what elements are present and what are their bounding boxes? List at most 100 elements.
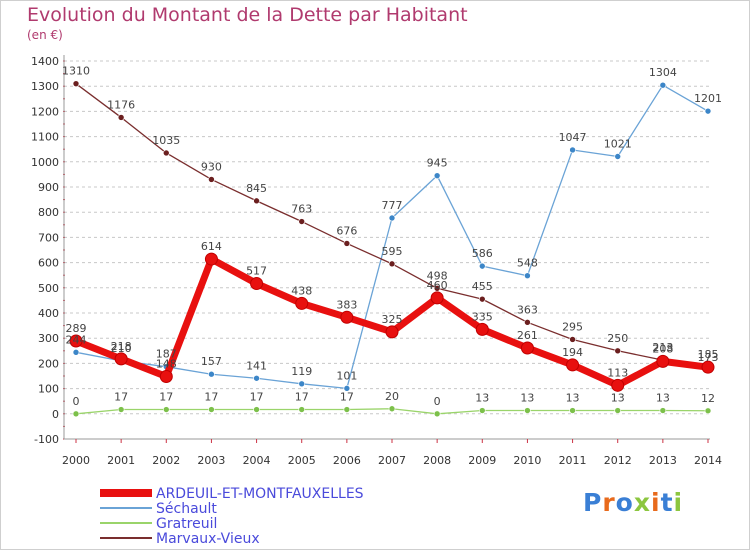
series-point: [72, 349, 80, 356]
series-point: [569, 407, 576, 414]
data-label: 101: [336, 369, 357, 382]
data-label: 363: [517, 303, 538, 316]
x-tick-label: 2000: [62, 454, 90, 467]
series-point: [704, 407, 712, 415]
data-label: 1310: [62, 65, 90, 78]
data-label: 763: [291, 203, 312, 216]
y-tick-label: 200: [38, 357, 59, 370]
brand-letter: i: [673, 488, 684, 517]
data-label: 13: [475, 392, 489, 405]
series-point: [659, 407, 667, 414]
series-point: [298, 406, 306, 413]
x-tick-label: 2014: [694, 454, 722, 467]
series-point: [520, 341, 534, 355]
data-label: 1035: [152, 134, 180, 147]
data-label: 0: [434, 395, 441, 408]
data-label: 13: [520, 392, 534, 405]
series-point: [117, 406, 125, 413]
brand-letter: r: [602, 488, 616, 517]
data-label: 261: [517, 329, 538, 342]
data-label: 17: [295, 391, 309, 404]
data-label: 777: [382, 199, 403, 212]
series-point: [656, 354, 670, 368]
y-tick-label: 1100: [31, 131, 59, 144]
data-label: 945: [427, 157, 448, 170]
x-tick-label: 2004: [243, 454, 271, 467]
data-label: 157: [201, 355, 222, 368]
data-label: 438: [291, 284, 312, 297]
data-label: 455: [472, 280, 493, 293]
series-point: [298, 380, 306, 388]
data-label: 218: [111, 340, 132, 353]
series-point: [614, 407, 622, 414]
legend-label: Marvaux-Vieux: [156, 531, 260, 547]
data-label: 244: [66, 333, 87, 346]
series-point: [343, 240, 351, 247]
series-point: [524, 407, 531, 414]
x-tick-label: 2002: [152, 454, 180, 467]
legend: ARDEUIL-ET-MONTFAUXELLESSéchaultGratreui…: [100, 486, 364, 547]
series-point: [569, 336, 576, 343]
y-tick-label: 800: [38, 206, 59, 219]
data-label: 148: [156, 358, 177, 371]
legend-label: ARDEUIL-ET-MONTFAUXELLES: [156, 486, 364, 502]
series-point: [204, 252, 218, 266]
data-label: 595: [382, 245, 403, 258]
series-point: [343, 385, 351, 392]
x-tick-label: 2007: [378, 454, 406, 467]
series-point: [250, 277, 264, 291]
y-tick-label: 100: [38, 383, 59, 396]
data-label: 676: [336, 224, 357, 237]
data-label: 17: [159, 391, 173, 404]
data-label: 187: [156, 348, 177, 361]
y-tick-label: 700: [38, 231, 59, 244]
y-tick-label: 600: [38, 257, 59, 270]
x-tick-label: 2011: [559, 454, 587, 467]
data-label: 213: [652, 341, 673, 354]
data-label: 586: [472, 247, 493, 260]
series-point: [433, 285, 441, 292]
series-point: [388, 405, 396, 413]
series-point: [343, 406, 351, 413]
data-label: 517: [246, 265, 267, 278]
series-point: [388, 214, 396, 222]
series-point: [162, 149, 170, 157]
y-tick-label: 500: [38, 282, 59, 295]
series-point: [478, 407, 486, 414]
series-point: [478, 295, 486, 303]
series-point: [208, 406, 215, 413]
chart-subtitle: (en €): [27, 28, 63, 42]
data-label: 17: [114, 391, 128, 404]
data-label: 335: [472, 310, 493, 323]
data-label: 185: [698, 348, 719, 361]
data-label: 17: [340, 391, 354, 404]
series-point: [162, 406, 170, 413]
x-tick-label: 2001: [107, 454, 135, 467]
data-label: 930: [201, 160, 222, 173]
y-tick-label: -100: [34, 433, 59, 446]
x-tick-label: 2008: [423, 454, 451, 467]
brand-letter: t: [660, 488, 674, 517]
data-label: 208: [652, 342, 673, 355]
series-point: [614, 347, 622, 355]
x-tick-label: 2012: [604, 454, 632, 467]
legend-label: Gratreuil: [156, 516, 217, 532]
data-label: 614: [201, 240, 222, 253]
series-point: [117, 114, 125, 121]
series-point: [340, 310, 354, 324]
data-label: 173: [698, 351, 719, 364]
data-label: 250: [607, 332, 628, 345]
x-tick-label: 2009: [468, 454, 496, 467]
data-label: 17: [250, 391, 264, 404]
series-point: [208, 370, 215, 378]
y-tick-label: 400: [38, 307, 59, 320]
data-label: 1176: [107, 98, 135, 111]
y-tick-label: 300: [38, 332, 59, 345]
data-label: 1047: [559, 131, 587, 144]
data-label: 13: [656, 392, 670, 405]
data-label-layer: 289 218 148 614 517 438 383 325 460 335 261 194 113 2…: [62, 65, 722, 408]
series-point: [701, 360, 715, 374]
y-tick-label: 1000: [31, 156, 59, 169]
